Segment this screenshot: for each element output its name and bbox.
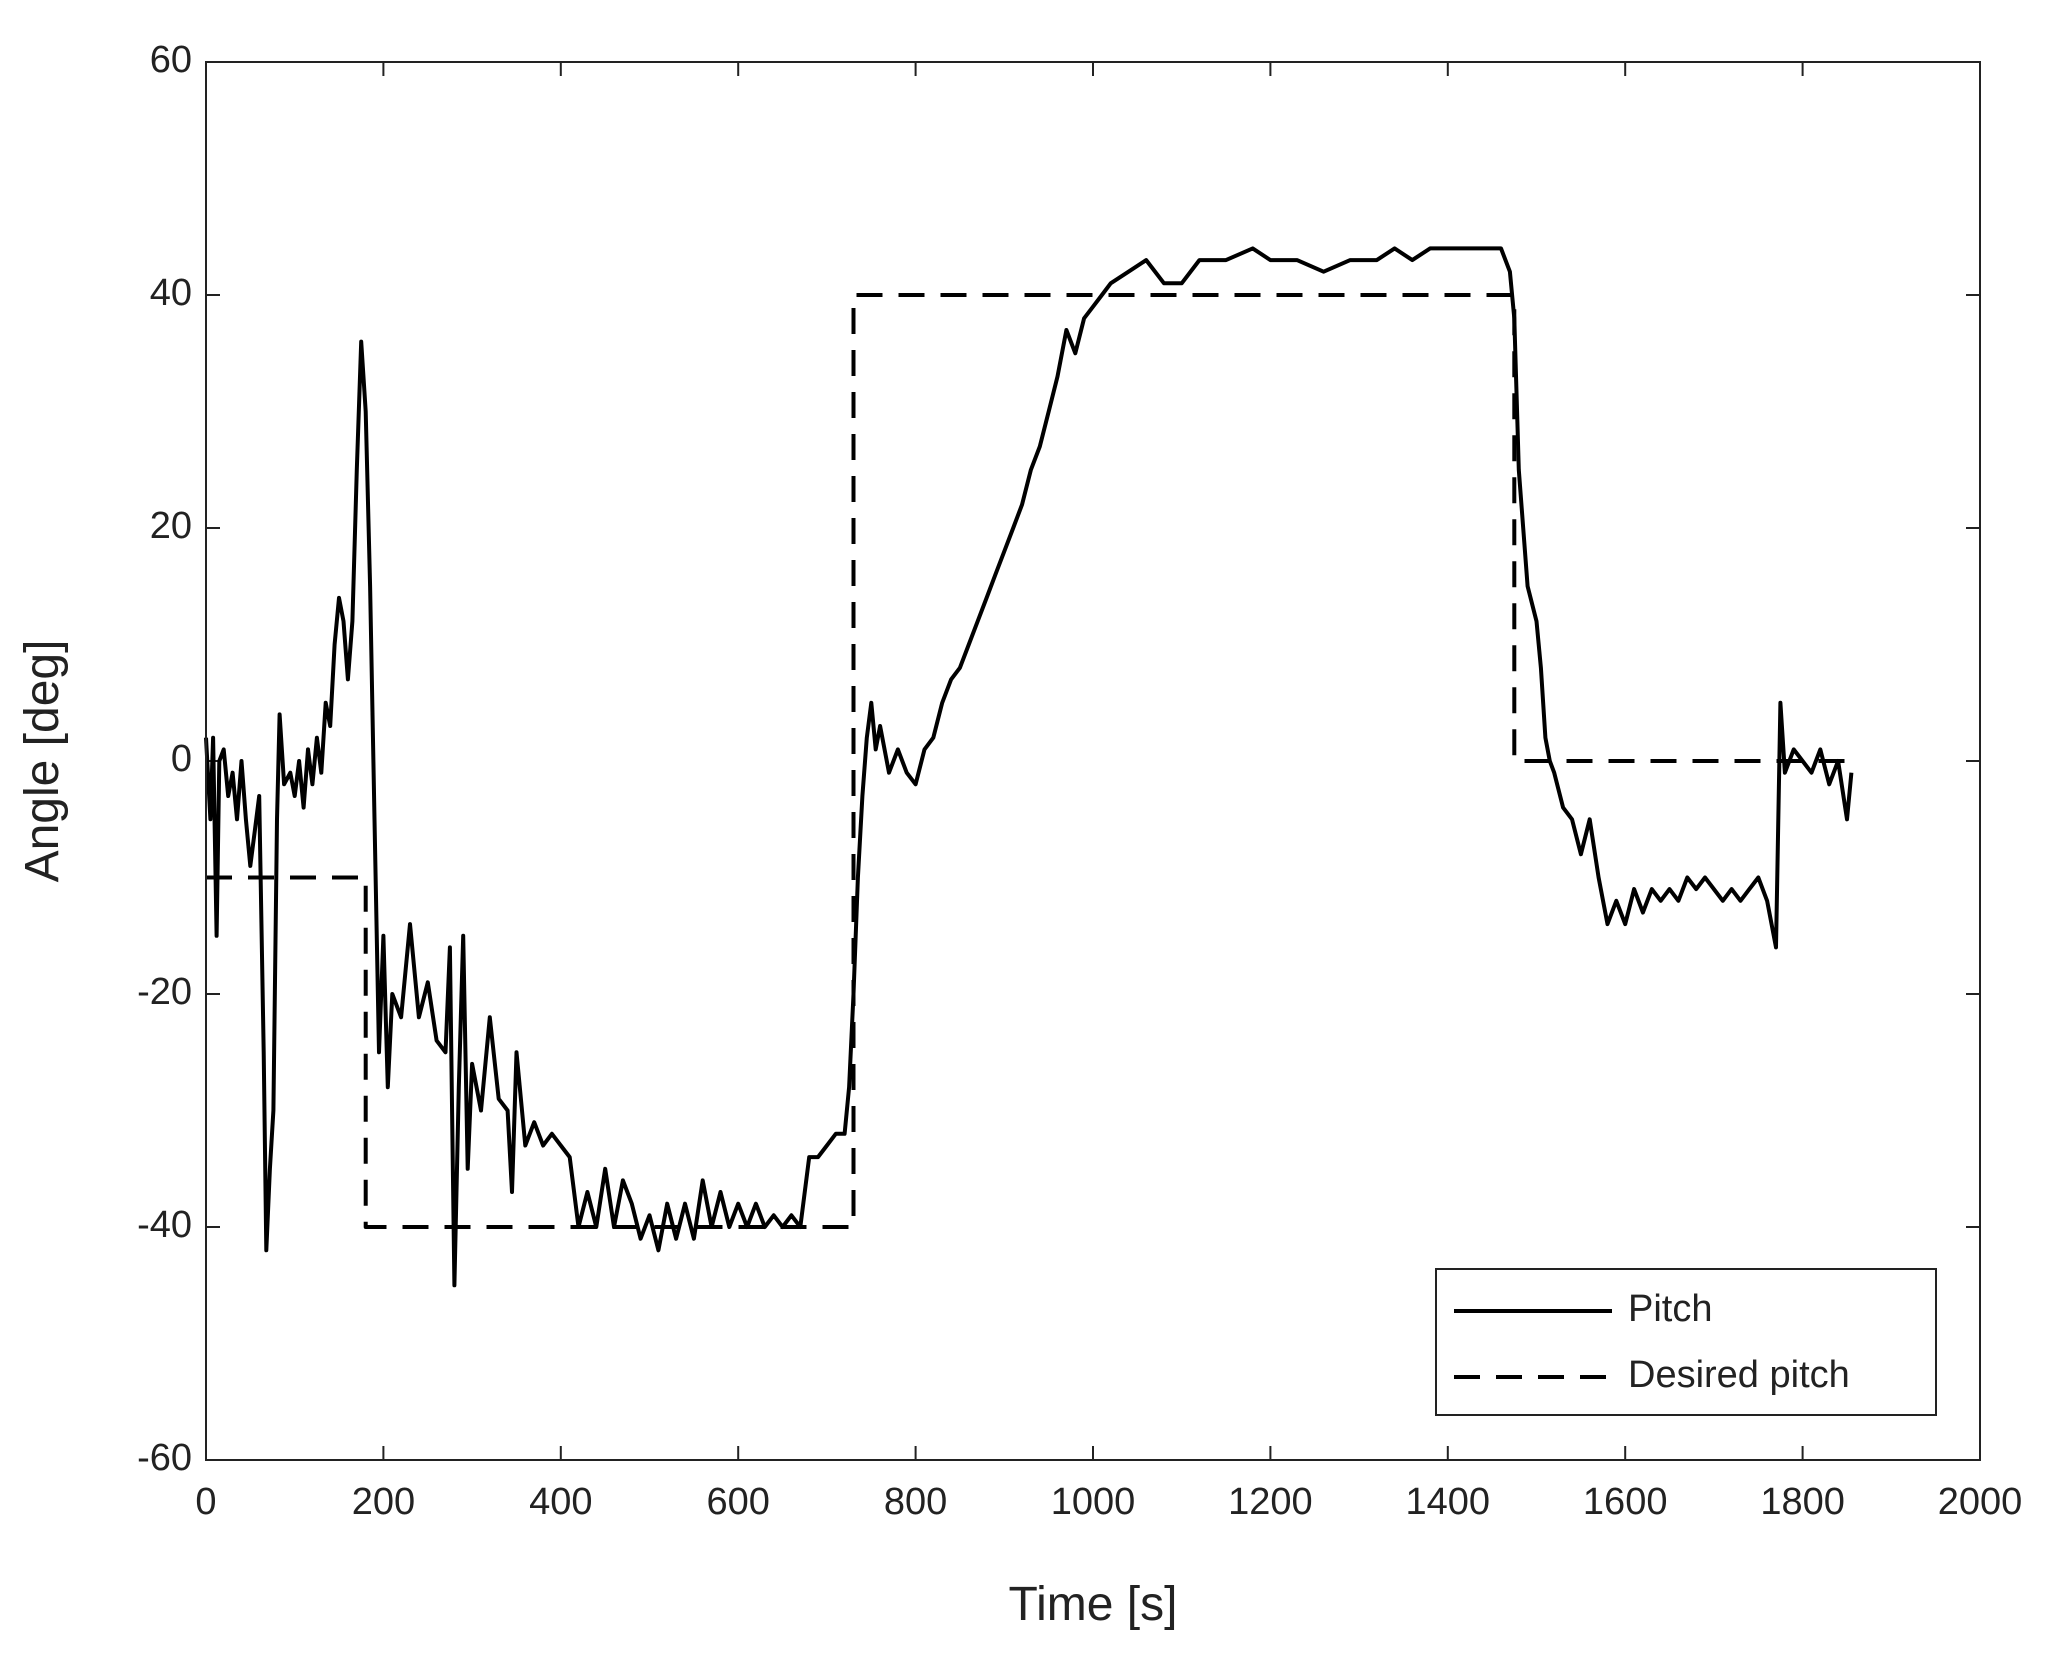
legend-box [1435,1268,1937,1416]
y-tick-label: 0 [171,738,192,780]
y-tick-label: 60 [150,39,192,81]
y-axis-label: Angle [deg] [16,640,69,883]
x-tick-label: 1000 [1051,1481,1136,1523]
y-tick-label: -40 [137,1204,192,1246]
y-tick-label: 20 [150,505,192,547]
series-line [204,246,1854,1288]
x-tick-label: 0 [195,1481,216,1523]
x-tick-label: 600 [706,1481,769,1523]
x-tick-label: 1600 [1583,1481,1668,1523]
legend-label: Desired pitch [1628,1354,1850,1396]
y-tick-label: 40 [150,272,192,314]
y-tick-label: -20 [137,971,192,1013]
plot-frame [205,61,1981,1461]
x-axis-label: Time [s] [1009,1578,1178,1631]
legend-label: Pitch [1628,1288,1712,1330]
x-tick-label: 2000 [1938,1481,2023,1523]
y-tick-label: -60 [137,1437,192,1479]
series-line [206,293,1852,1229]
x-tick-label: 1400 [1406,1481,1491,1523]
x-tick-label: 1800 [1760,1481,1845,1523]
x-tick-label: 1200 [1228,1481,1313,1523]
x-tick-label: 200 [352,1481,415,1523]
x-tick-label: 800 [884,1481,947,1523]
x-tick-label: 400 [529,1481,592,1523]
